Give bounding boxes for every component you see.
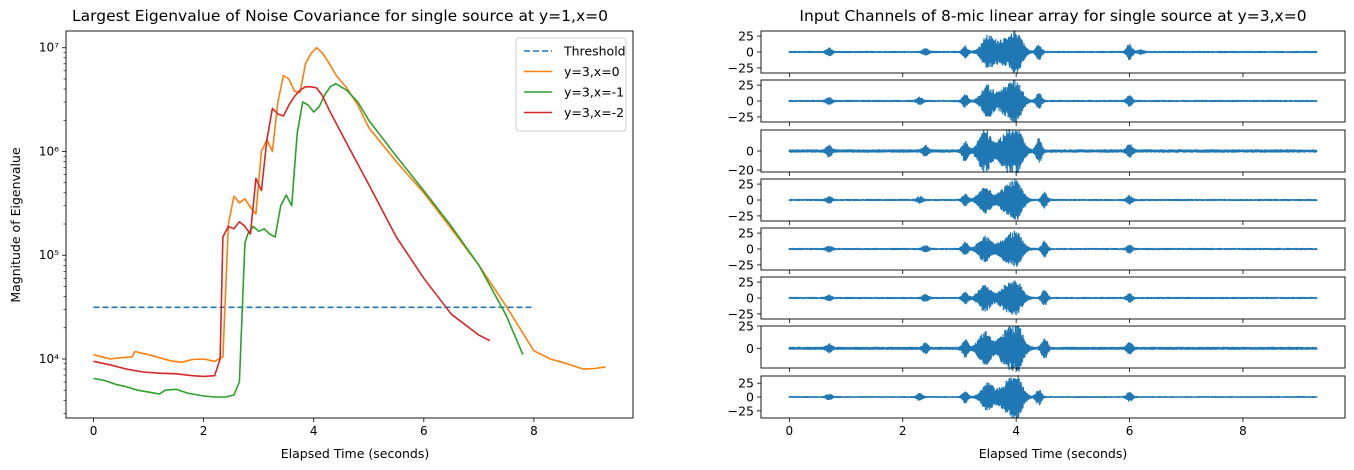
x-tick-label: 0 <box>90 424 98 438</box>
eigenvalue-legend: Threshold y=3,x=0 y=3,x=-1 y=3,x=-2 <box>515 37 627 132</box>
y-tick-label: 25 <box>738 29 754 44</box>
channel-panel-3: 0−20 <box>728 129 1346 178</box>
y-tick-label: 25 <box>738 376 754 391</box>
x-tick-label: 6 <box>420 424 428 438</box>
channel-panel-2: 250−25 <box>728 78 1346 126</box>
channel-waveform <box>788 178 1318 221</box>
y-tick-label: −20 <box>728 163 754 178</box>
eigenvalue-chart: Largest Eigenvalue of Noise Covariance f… <box>8 7 634 461</box>
channel-panel-6: 250−25 <box>728 275 1346 323</box>
y-tick-label: −25 <box>728 306 754 321</box>
channel-axes-frame <box>760 325 1346 369</box>
input-channels-x-ticks: 0 2 4 6 8 <box>786 424 1247 438</box>
y-tick-label: 0 <box>746 94 754 109</box>
channel-waveform <box>788 280 1318 315</box>
y-tick-label: 10⁴ <box>39 352 59 366</box>
channel-panel-5: 250−25 <box>728 226 1346 274</box>
channel-waveform <box>788 129 1318 173</box>
y-tick-label: −25 <box>728 403 754 418</box>
channel-waveform <box>788 30 1318 74</box>
y-tick-label: 0 <box>746 341 754 356</box>
x-tick-label: 8 <box>1239 424 1247 438</box>
eigenvalue-plot-area <box>93 46 606 398</box>
legend-label: y=3,x=0 <box>564 64 620 79</box>
y-tick-label: 0 <box>746 242 754 257</box>
y-tick-label: 25 <box>738 226 754 241</box>
x-tick-label: 2 <box>200 424 208 438</box>
channel-waveform <box>788 230 1318 267</box>
y-tick-label: 0 <box>746 390 754 405</box>
eigenvalue-x-axis-label: Elapsed Time (seconds) <box>281 446 430 461</box>
y-tick-label: 10⁶ <box>39 144 59 158</box>
series-line-2 <box>93 46 606 370</box>
input-channels-chart: Input Channels of 8-mic linear array for… <box>728 7 1346 461</box>
x-tick-label: 4 <box>310 424 318 438</box>
y-tick-label: 25 <box>738 177 754 192</box>
eigenvalue-x-ticks: 0 2 4 6 8 <box>90 418 538 438</box>
y-tick-label: −25 <box>728 257 754 272</box>
series-line-4 <box>93 86 491 378</box>
input-channels-panels: 250−25250−250−20250−25250−25250−25250250… <box>728 29 1346 422</box>
channel-waveform <box>788 375 1318 419</box>
y-tick-label: −25 <box>728 208 754 223</box>
eigenvalue-chart-title: Largest Eigenvalue of Noise Covariance f… <box>72 7 608 25</box>
y-tick-label: −25 <box>728 109 754 124</box>
series-line-3 <box>93 82 524 398</box>
eigenvalue-y-ticks: 10⁴ 10⁵ 10⁶ 10⁷ <box>39 41 66 414</box>
y-tick-label: 10⁵ <box>39 248 59 262</box>
channel-waveform <box>788 79 1318 123</box>
x-tick-label: 2 <box>899 424 907 438</box>
y-tick-label: 0 <box>746 291 754 306</box>
y-tick-label: 10⁷ <box>39 41 59 55</box>
input-channels-chart-title: Input Channels of 8-mic linear array for… <box>799 7 1306 25</box>
y-tick-label: −25 <box>728 60 754 75</box>
y-tick-label: 0 <box>746 144 754 159</box>
legend-box <box>515 37 627 132</box>
channel-waveform <box>788 325 1318 372</box>
x-tick-label: 0 <box>786 424 794 438</box>
y-tick-label: 0 <box>746 193 754 208</box>
y-tick-label: 25 <box>738 78 754 93</box>
input-channels-x-axis-label: Elapsed Time (seconds) <box>979 446 1128 461</box>
legend-label: y=3,x=-1 <box>564 85 624 100</box>
x-tick-label: 6 <box>1126 424 1134 438</box>
x-tick-label: 4 <box>1012 424 1020 438</box>
channel-panel-7: 250 <box>738 319 1346 372</box>
y-tick-label: 25 <box>738 275 754 290</box>
x-tick-label: 8 <box>530 424 538 438</box>
eigenvalue-axes-frame <box>65 30 634 419</box>
legend-label: Threshold <box>563 44 626 59</box>
channel-panel-8: 250−25 <box>728 375 1346 422</box>
channel-panel-1: 250−25 <box>728 29 1346 77</box>
y-tick-label: 0 <box>746 45 754 60</box>
legend-label: y=3,x=-2 <box>564 105 624 120</box>
y-tick-label: 25 <box>738 319 754 334</box>
channel-panel-4: 250−25 <box>728 177 1346 225</box>
eigenvalue-y-axis-label: Magnitude of Eigenvalue <box>8 147 23 303</box>
